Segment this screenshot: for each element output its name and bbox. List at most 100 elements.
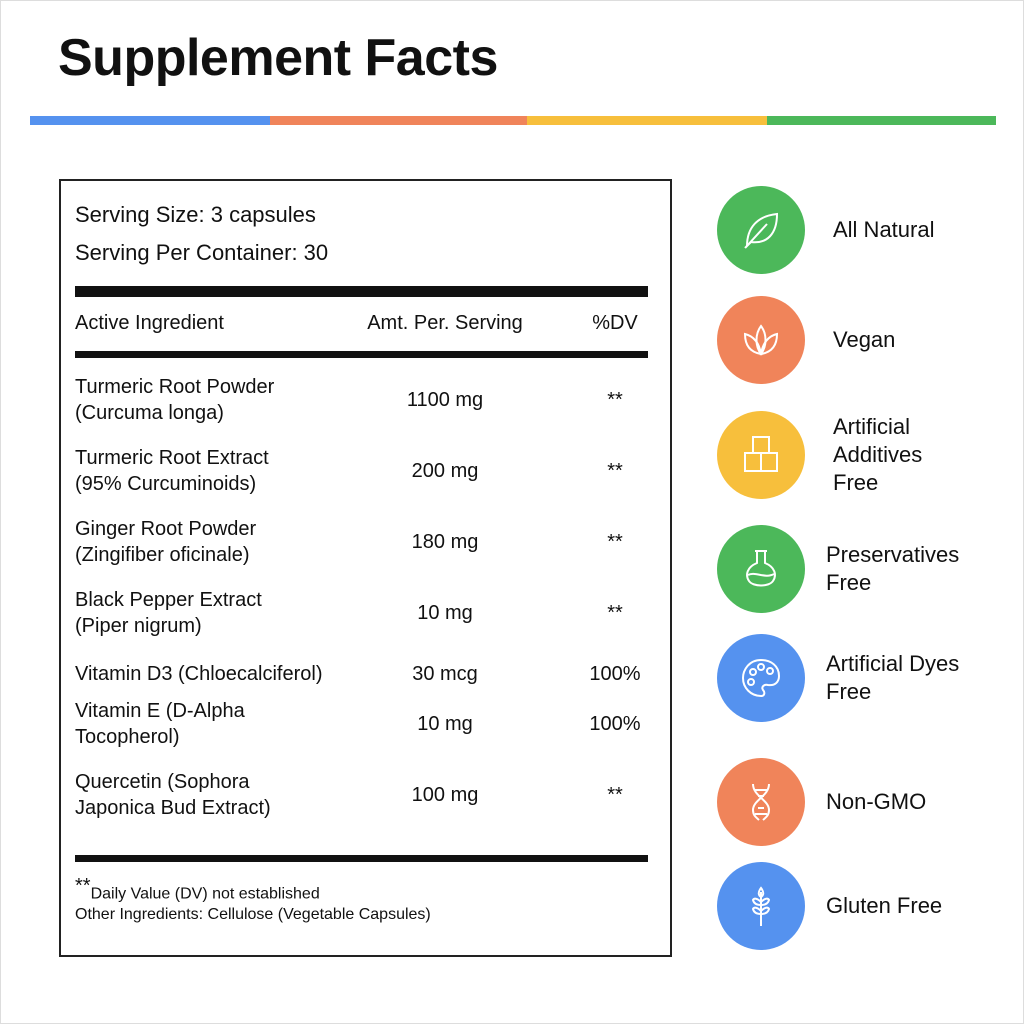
rule [75, 286, 648, 297]
table-row: Quercetin (Sophora Japonica Bud Extract) 1… [75, 769, 648, 821]
badge-icon [717, 296, 805, 384]
color-bar [527, 116, 767, 125]
badge-icon [717, 411, 805, 499]
name-line: Japonica Bud Extract) [75, 797, 271, 819]
amount: 30 mcg [412, 663, 478, 685]
badge-label: Artificial Dyes Free [826, 650, 959, 706]
name-line: Turmeric Root Powder [75, 376, 275, 398]
name-line: Quercetin (Sophora [75, 771, 250, 793]
name-line: (Zingifiber oficinale) [75, 544, 250, 566]
badge-label: Vegan [833, 326, 895, 354]
ingredient-name: Quercetin (Sophora Japonica Bud Extract) [75, 769, 365, 821]
table-row: Turmeric Root Powder (Curcuma longa) 1100 … [75, 374, 648, 426]
facts-panel: Serving Size: 3 capsules Serving Per Con… [59, 179, 672, 957]
table-row: Turmeric Root Extract (95% Curcuminoids) 2… [75, 445, 648, 497]
name-line: Black Pepper Extract [75, 589, 262, 611]
daily-value: ** [607, 460, 623, 482]
label-line: Artificial Dyes [826, 651, 960, 676]
daily-value: 100% [589, 713, 641, 735]
name-line: Tocopherol) [75, 726, 180, 748]
badge-icon [717, 634, 805, 722]
badge-label: Artificial Additives Free [833, 413, 922, 497]
header-cell: Amt. Per. Serving [367, 312, 523, 334]
name-line: (Curcuma longa) [75, 402, 224, 424]
name-line: Turmeric Root Extract [75, 447, 269, 469]
label-line: Vegan [833, 327, 896, 352]
name-line: (95% Curcuminoids) [75, 473, 257, 495]
label-line: Gluten Free [826, 893, 943, 918]
badge: Artificial Additives Free [717, 411, 1017, 499]
badge-label: All Natural [833, 216, 934, 244]
color-bar [270, 116, 527, 125]
amount: 10 mg [417, 602, 473, 624]
title: Supplement Facts [58, 29, 498, 87]
amount: 180 mg [411, 531, 479, 553]
label-line: Non-GMO [826, 789, 927, 814]
name-line: Ginger Root Powder [75, 518, 257, 540]
ingredient-name: Vitamin E (D-Alpha Tocopherol) [75, 698, 365, 750]
badge: Artificial Dyes Free [717, 634, 1017, 722]
servings-per-container: Serving Per Container: 30 [75, 240, 329, 265]
table-header: Active Ingredient Amt. Per. Serving %DV [75, 310, 648, 336]
name-line: Vitamin D3 (Chloecalciferol) [75, 663, 323, 685]
amount: 1100 mg [406, 389, 484, 411]
daily-value: ** [607, 602, 623, 624]
badge: Gluten Free [717, 862, 1017, 950]
table-row: Black Pepper Extract (Piper nigrum) 10 mg *… [75, 587, 648, 639]
table-row: Vitamin E (D-Alpha Tocopherol) 10 mg 100% [75, 698, 648, 750]
name-line: (Piper nigrum) [75, 615, 202, 637]
color-bar [30, 116, 270, 125]
label-line: Additives [833, 442, 923, 467]
label-line: Preservatives [826, 542, 960, 567]
vegan-icon [743, 324, 779, 356]
ingredient-name: Black Pepper Extract (Piper nigrum) [75, 587, 365, 639]
amount: 100 mg [411, 784, 479, 806]
ingredient-name: Vitamin D3 (Chloecalciferol) [75, 661, 365, 687]
name-line: Vitamin E (D-Alpha [75, 700, 245, 722]
badge: Vegan [717, 296, 1017, 384]
amount: 200 mg [411, 460, 479, 482]
leaf-icon [744, 212, 779, 249]
ingredient-name: Ginger Root Powder (Zingifiber oficinale) [75, 516, 365, 568]
table-row: Vitamin D3 (Chloecalciferol) 30 mcg 100% [75, 661, 648, 687]
badge-label: Gluten Free [826, 892, 942, 920]
badge-icon [717, 862, 805, 950]
label-line: Artificial [833, 414, 911, 439]
rule [75, 351, 648, 358]
cube-icon [744, 436, 778, 472]
ingredient-name: Turmeric Root Extract (95% Curcuminoids) [75, 445, 365, 497]
wheat-icon [751, 886, 771, 926]
color-bar [767, 116, 996, 125]
rule [75, 855, 648, 862]
badge: All Natural [717, 186, 1017, 274]
header-cell: %DV [592, 312, 638, 334]
badge: Preservatives Free [717, 525, 1017, 613]
badge-label: Preservatives Free [826, 541, 959, 597]
daily-value: ** [607, 389, 623, 411]
daily-value: ** [607, 784, 623, 806]
other-ingredients: Other Ingredients: Cellulose (Vegetable … [75, 906, 431, 923]
badge-label: Non-GMO [826, 788, 926, 816]
table-row: Ginger Root Powder (Zingifiber oficinale)… [75, 516, 648, 568]
footnote: **Daily Value (DV) not established [75, 875, 320, 903]
badge-icon [717, 525, 805, 613]
badge-icon [717, 186, 805, 274]
footnote-text: Daily Value (DV) not established [90, 885, 320, 903]
daily-value: 100% [589, 663, 641, 685]
label-line: Free [826, 570, 872, 595]
badge-icon [717, 758, 805, 846]
palette-icon [741, 658, 781, 698]
label-line: Free [826, 679, 872, 704]
label-line: All Natural [833, 217, 935, 242]
header-cell: Active Ingredient [75, 312, 224, 334]
dna-icon [751, 783, 771, 821]
label-line: Free [833, 470, 879, 495]
badge: Non-GMO [717, 758, 1017, 846]
footnote-marker: ** [75, 875, 91, 897]
serving-size: Serving Size: 3 capsules [75, 202, 316, 227]
daily-value: ** [607, 531, 623, 553]
ingredient-name: Turmeric Root Powder (Curcuma longa) [75, 374, 365, 426]
amount: 10 mg [417, 713, 473, 735]
flask-icon [746, 550, 776, 587]
